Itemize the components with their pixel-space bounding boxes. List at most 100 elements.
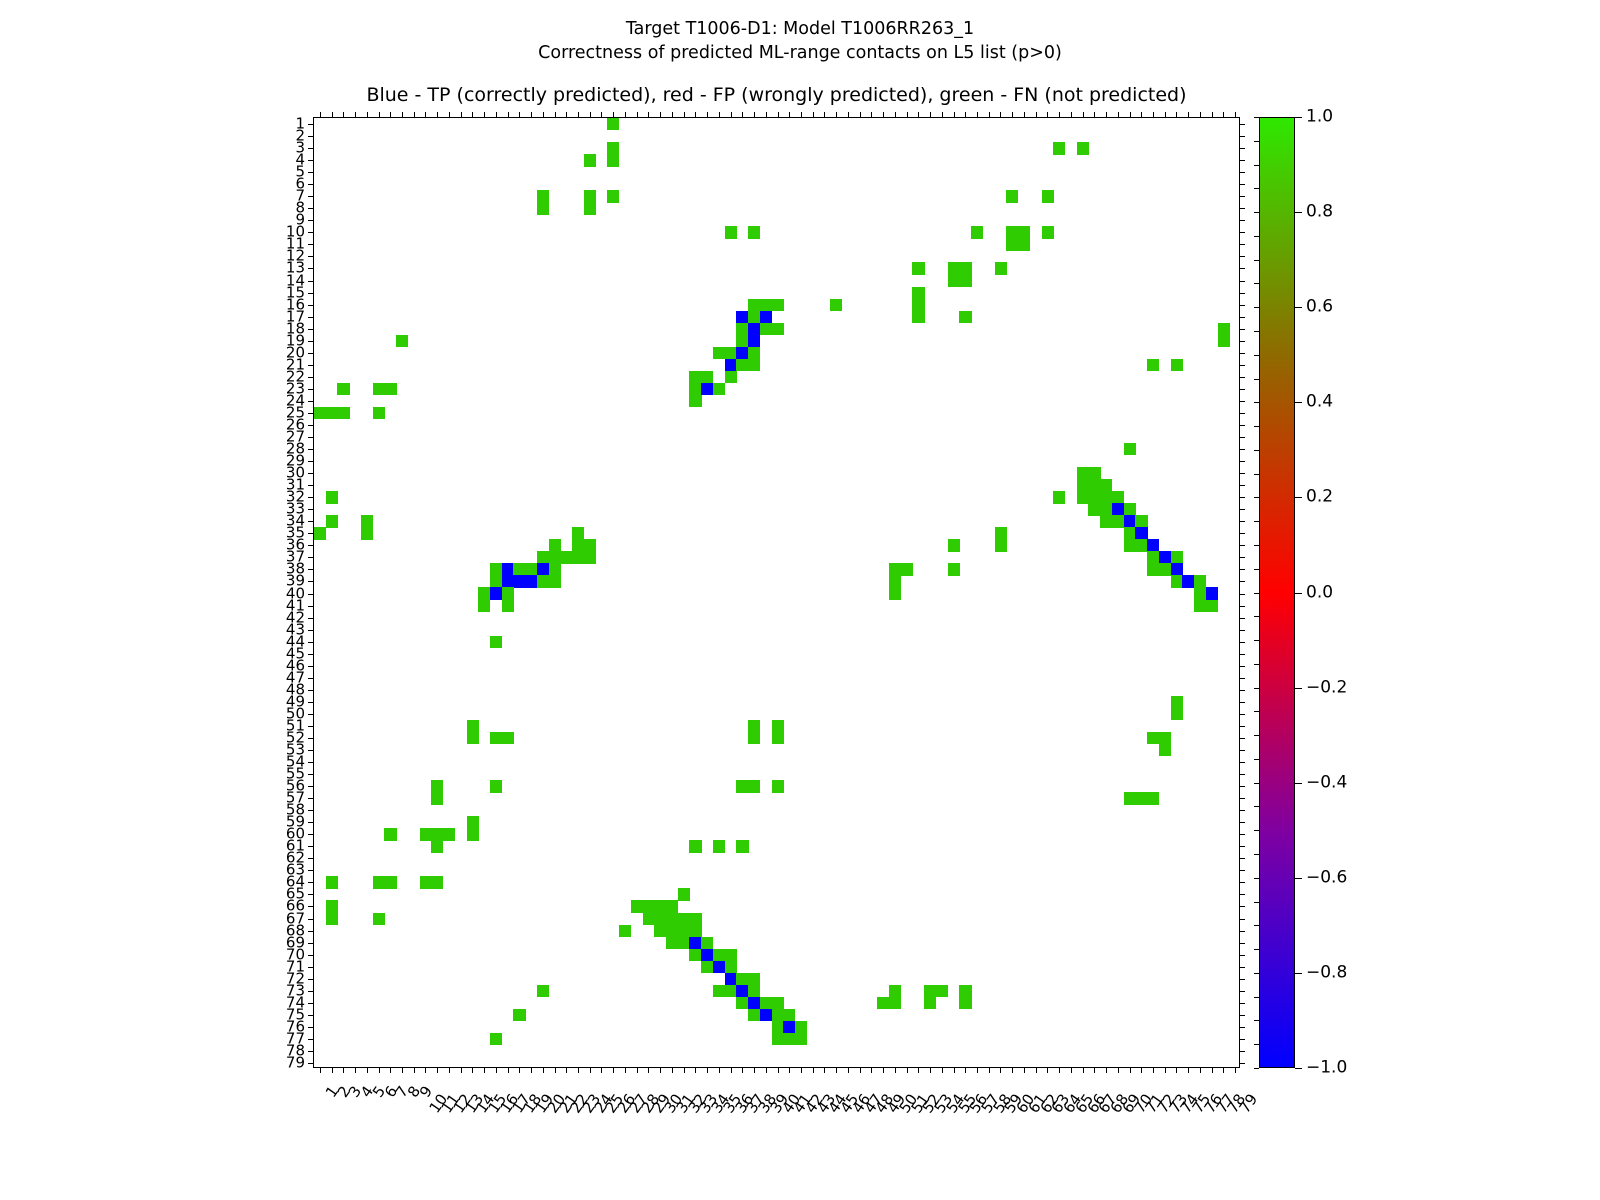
y-tick-label: 67: [285, 909, 305, 928]
x-tick-mark-top: [1023, 112, 1025, 118]
x-tick-mark-top: [777, 112, 779, 118]
x-tick-mark-top: [671, 112, 673, 118]
contact-cell: [1123, 515, 1136, 528]
x-tick-mark-top: [824, 112, 826, 118]
contact-cell: [994, 539, 1007, 552]
colorbar-minor-tick: [1254, 925, 1259, 927]
contact-cell: [759, 310, 773, 324]
y-tick-mark: [308, 172, 314, 174]
x-tick-mark: [601, 1067, 603, 1073]
contact-cell: [677, 888, 690, 901]
contact-cell: [888, 587, 902, 600]
x-tick-mark: [859, 1067, 861, 1073]
contact-cell: [642, 912, 655, 925]
contact-cell: [360, 527, 374, 540]
x-tick-mark-top: [660, 112, 662, 118]
y-tick-mark: [308, 533, 314, 535]
contact-cell: [419, 876, 432, 889]
contact-cell: [724, 948, 737, 962]
contact-cell: [736, 334, 749, 348]
y-tick-mark: [308, 521, 314, 523]
contact-cell: [701, 948, 714, 962]
colorbar-minor-tick: [1254, 473, 1259, 475]
y-tick-label: 14: [285, 271, 305, 289]
x-tick-mark-top: [789, 112, 791, 118]
colorbar-minor-tick: [1254, 877, 1259, 879]
y-tick-mark: [308, 701, 314, 703]
contact-cell: [314, 406, 327, 420]
x-tick-mark: [883, 1067, 885, 1073]
x-tick-mark-top: [1199, 112, 1201, 118]
contact-cell: [701, 382, 714, 396]
y-tick-mark: [308, 328, 314, 330]
x-tick-mark: [941, 1067, 943, 1073]
colorbar-minor-tick: [1254, 497, 1259, 499]
contact-cell: [396, 334, 409, 348]
x-tick-mark-top: [765, 112, 767, 118]
colorbar-minor-tick: [1254, 687, 1259, 689]
y-tick-mark-right: [1239, 617, 1245, 619]
y-tick-mark: [308, 1002, 314, 1004]
contact-cell: [912, 298, 925, 311]
contact-cell: [490, 1032, 503, 1046]
colorbar-tick-mark: [1295, 307, 1302, 309]
x-tick-mark-top: [871, 112, 873, 118]
y-tick-mark-right: [1239, 545, 1245, 547]
contact-cell: [1217, 334, 1230, 348]
x-tick-mark: [531, 1067, 533, 1073]
x-tick-mark: [1152, 1067, 1154, 1073]
contact-cell: [490, 731, 503, 745]
x-tick-mark-top: [953, 112, 955, 118]
x-tick-mark: [554, 1067, 556, 1073]
y-tick-mark-right: [1239, 713, 1245, 715]
contact-cell: [783, 1032, 796, 1046]
contact-cell: [712, 948, 726, 962]
contact-cell: [748, 358, 761, 372]
contact-cell: [771, 298, 784, 311]
y-tick-label: 16: [285, 295, 305, 314]
x-tick-mark-top: [847, 112, 849, 118]
contact-cell: [642, 900, 655, 913]
y-tick-label: 49: [285, 692, 305, 711]
contact-cell: [736, 996, 749, 1010]
contact-cell: [572, 527, 585, 540]
y-tick-label: 53: [285, 740, 305, 759]
x-tick-mark: [1106, 1067, 1108, 1073]
contact-cell: [1076, 479, 1089, 492]
y-tick-mark: [308, 725, 314, 727]
y-tick-mark: [308, 677, 314, 679]
colorbar-tick-mark: [1295, 212, 1302, 214]
y-tick-mark-right: [1239, 701, 1245, 703]
x-tick-mark: [894, 1067, 896, 1073]
y-tick-mark-right: [1239, 786, 1245, 788]
contact-cell: [724, 984, 737, 998]
y-tick-mark: [308, 930, 314, 932]
x-tick-mark-top: [1117, 112, 1119, 118]
contact-cell: [1158, 551, 1171, 564]
y-tick-mark-right: [1239, 762, 1245, 764]
colorbar-minor-tick: [1254, 378, 1259, 380]
x-tick-mark-top: [331, 112, 333, 118]
y-tick-label: 70: [285, 945, 305, 964]
y-tick-label: 21: [285, 355, 305, 374]
contact-cell: [1205, 587, 1218, 600]
colorbar-tick-mark: [1295, 972, 1302, 974]
x-tick-mark-top: [1176, 112, 1178, 118]
y-tick-mark: [308, 232, 314, 234]
y-tick-mark-right: [1239, 569, 1245, 571]
contact-cell: [525, 575, 538, 588]
contact-cell: [959, 984, 972, 998]
y-tick-mark-right: [1239, 749, 1245, 751]
contact-cell: [1006, 238, 1019, 251]
contact-cell: [654, 900, 667, 913]
x-tick-mark: [425, 1067, 427, 1073]
contact-cell: [443, 828, 456, 841]
y-tick-mark: [308, 629, 314, 631]
contact-cell: [1205, 599, 1218, 612]
x-tick-mark-top: [906, 112, 908, 118]
contact-cell: [501, 575, 514, 588]
x-tick-mark-top: [542, 112, 544, 118]
y-tick-label: 37: [285, 547, 305, 566]
colorbar-minor-tick: [1254, 235, 1259, 237]
contact-cell: [795, 1020, 808, 1034]
